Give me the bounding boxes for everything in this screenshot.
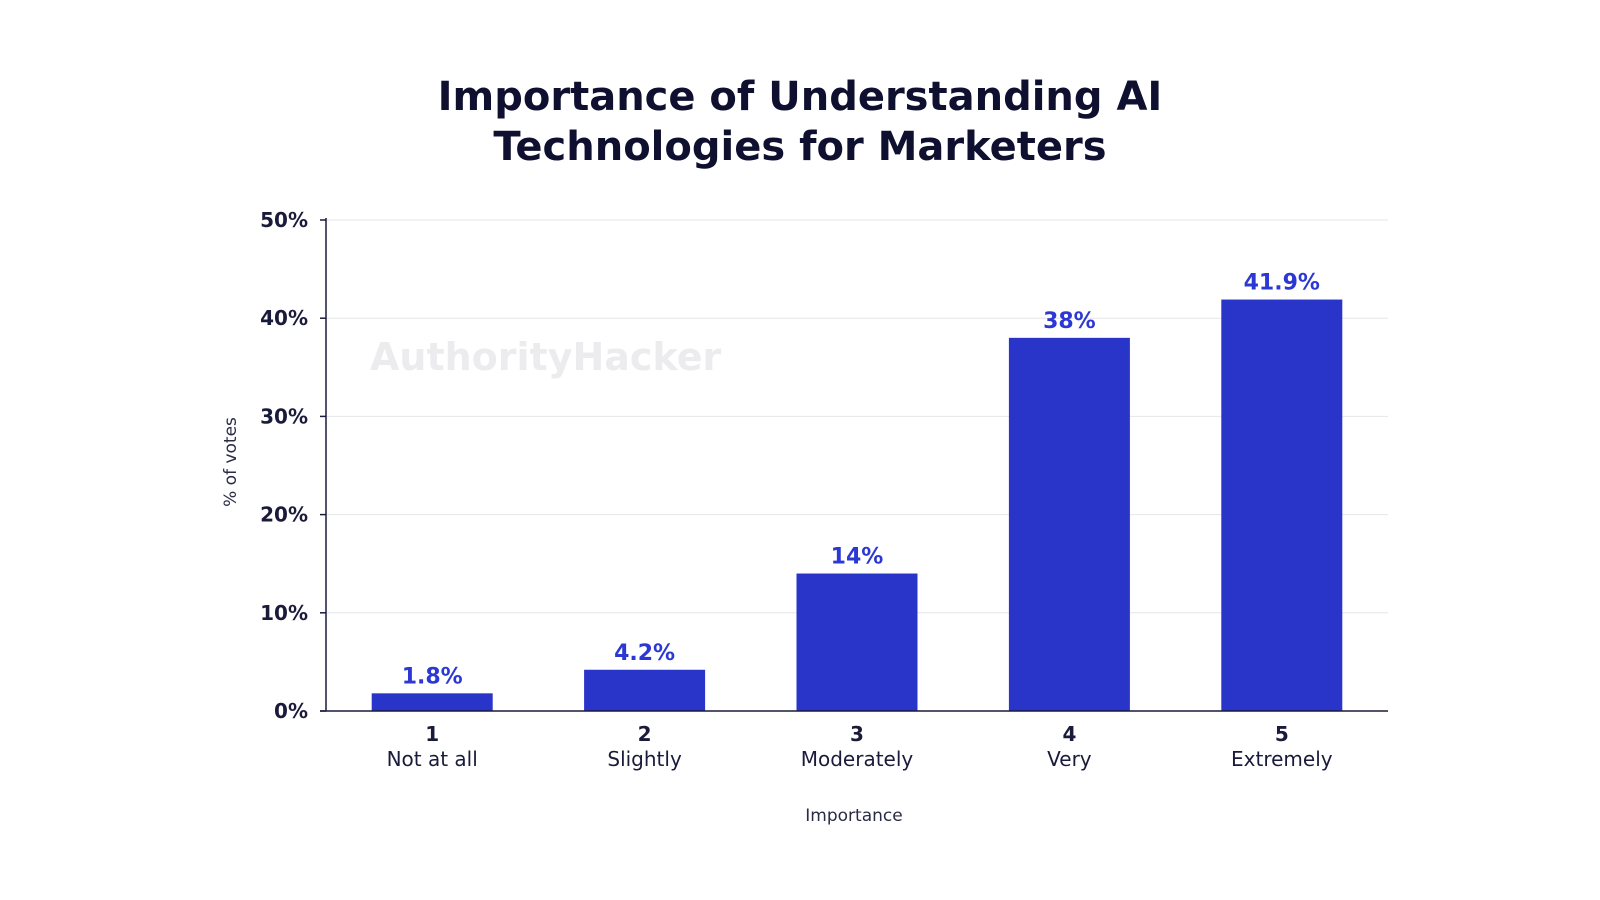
data-label: 4.2% xyxy=(614,641,675,666)
y-tick-label: 0% xyxy=(274,699,308,723)
chart-title-line-2: Technologies for Marketers xyxy=(493,124,1107,170)
bar xyxy=(584,669,706,711)
y-tick-label: 50% xyxy=(260,208,308,232)
data-label: 1.8% xyxy=(402,664,463,689)
x-category-label: Extremely xyxy=(1231,747,1333,771)
x-category-label: Very xyxy=(1047,747,1092,771)
x-category-number: 3 xyxy=(850,722,864,746)
y-tick-label: 40% xyxy=(260,306,308,330)
bars xyxy=(371,299,1343,711)
x-category-label: Not at all xyxy=(387,747,478,771)
watermark-logo: AuthorityHacker xyxy=(370,335,721,379)
bar xyxy=(1008,337,1130,711)
bar xyxy=(371,693,493,711)
y-tick-label: 30% xyxy=(260,404,308,428)
chart-title-line-1: Importance of Understanding AI xyxy=(437,74,1163,120)
x-category-number: 1 xyxy=(425,722,439,746)
x-category-number: 4 xyxy=(1062,722,1076,746)
data-label: 41.9% xyxy=(1244,271,1320,296)
y-axis-title: % of votes xyxy=(221,417,241,507)
x-category-number: 2 xyxy=(638,722,652,746)
x-category-label: Slightly xyxy=(607,747,682,771)
bar xyxy=(796,573,918,711)
data-label: 38% xyxy=(1043,309,1096,334)
x-category-number: 5 xyxy=(1275,722,1289,746)
bar xyxy=(1221,299,1343,711)
x-axis-title: Importance xyxy=(805,806,902,826)
axes xyxy=(320,218,1388,712)
chart-title: Importance of Understanding AI Technolog… xyxy=(0,72,1600,172)
y-tick-label: 20% xyxy=(260,503,308,527)
data-label: 14% xyxy=(831,545,884,570)
x-category-label: Moderately xyxy=(801,747,914,771)
y-tick-label: 10% xyxy=(260,601,308,625)
